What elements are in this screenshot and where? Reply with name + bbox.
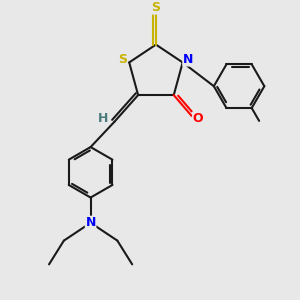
Text: N: N xyxy=(85,216,96,229)
Text: S: S xyxy=(118,53,127,66)
Text: O: O xyxy=(193,112,203,125)
Text: H: H xyxy=(98,112,108,125)
Text: S: S xyxy=(152,1,160,14)
Text: N: N xyxy=(183,53,193,66)
